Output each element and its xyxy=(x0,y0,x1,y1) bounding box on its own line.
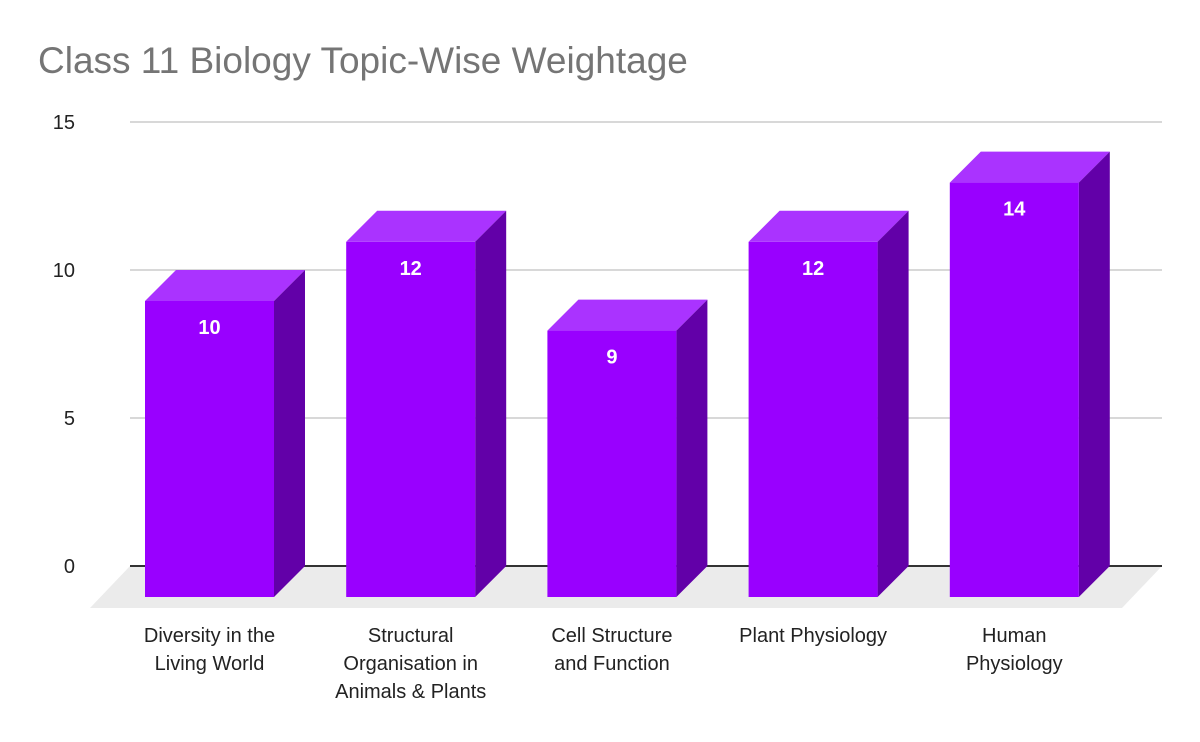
bar-top xyxy=(547,299,708,331)
bar-side xyxy=(1078,151,1110,597)
bar-side xyxy=(877,210,909,598)
chart-title: Class 11 Biology Topic-Wise Weightage xyxy=(38,40,688,81)
data-label: 14 xyxy=(1003,199,1026,221)
x-tick-label: Structural xyxy=(368,625,454,647)
bar-top xyxy=(949,151,1110,183)
data-label: 12 xyxy=(802,258,824,280)
x-tick-label: Human xyxy=(982,625,1046,647)
x-tick-label: and Function xyxy=(554,653,670,675)
bar-side xyxy=(676,299,708,597)
x-tick-label: Plant Physiology xyxy=(739,625,887,647)
data-label: 10 xyxy=(198,317,220,339)
bar xyxy=(145,301,274,597)
x-tick-label: Physiology xyxy=(966,653,1063,675)
y-tick-label: 15 xyxy=(53,112,75,134)
x-tick-label: Living World xyxy=(155,653,265,675)
y-tick-label: 5 xyxy=(64,408,75,430)
y-tick-label: 10 xyxy=(53,260,75,282)
bar xyxy=(748,241,878,598)
data-label: 12 xyxy=(400,258,422,280)
bar xyxy=(346,241,476,598)
bar-top xyxy=(748,210,909,242)
y-tick-label: 0 xyxy=(64,556,75,578)
x-tick-label: Animals & Plants xyxy=(335,681,486,703)
data-label: 9 xyxy=(606,347,617,369)
x-tick-label: Diversity in the xyxy=(144,625,275,647)
bar-top xyxy=(346,210,507,242)
x-tick-label: Cell Structure xyxy=(551,625,672,647)
bar-top xyxy=(145,270,305,301)
bar xyxy=(949,182,1079,597)
bar xyxy=(547,330,677,597)
x-tick-label: Organisation in xyxy=(343,653,478,675)
bar-side xyxy=(475,210,507,598)
bar-side xyxy=(274,270,305,597)
